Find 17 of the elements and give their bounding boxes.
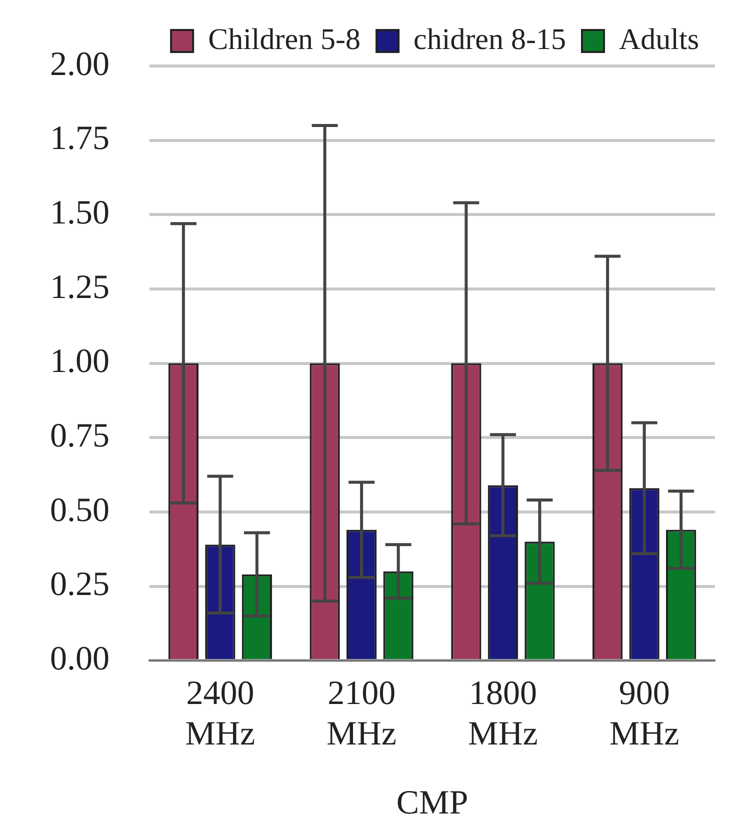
legend-label: chidren 8-15 (414, 22, 566, 56)
x-tick-label: 1800 MHz (468, 674, 538, 753)
y-tick-label: 0.00 (50, 640, 110, 678)
y-tick-label: 1.00 (50, 343, 110, 380)
y-tick-label: 1.75 (50, 120, 110, 158)
y-tick-label: 0.75 (50, 418, 110, 455)
y-tick-label: 1.25 (50, 268, 110, 306)
y-tick-label: 0.25 (50, 566, 110, 604)
x-axis-title: CMP (396, 784, 468, 822)
legend-label: Adults (618, 22, 700, 56)
y-tick-label: 1.50 (50, 194, 110, 232)
y-tick-label: 0.50 (50, 492, 110, 529)
x-tick-label: 2400 MHz (185, 674, 256, 753)
y-tick-label: 2.00 (50, 46, 110, 83)
x-tick-label: 2100 MHz (326, 674, 397, 753)
x-tick-label: 900 MHz (609, 674, 680, 753)
legend-label: Children 5-8 (208, 22, 361, 56)
